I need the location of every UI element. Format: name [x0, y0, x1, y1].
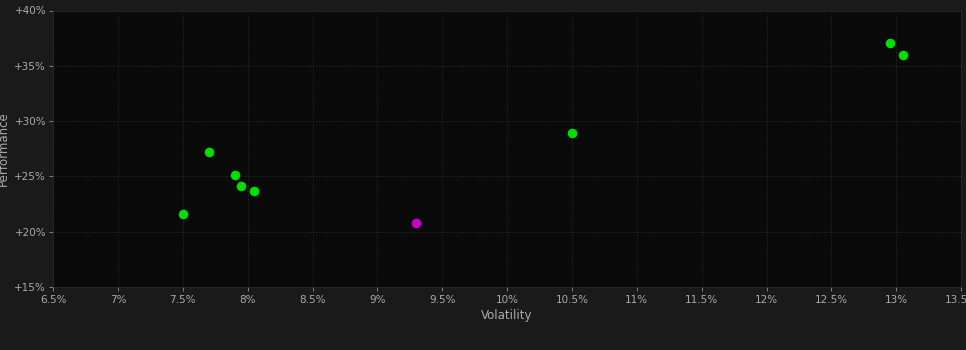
Point [227, 173, 242, 178]
Point [234, 183, 249, 189]
Y-axis label: Performance: Performance [0, 111, 11, 186]
Point [895, 52, 911, 57]
Point [201, 149, 216, 155]
Point [409, 220, 424, 226]
X-axis label: Volatility: Volatility [481, 309, 533, 322]
Point [564, 131, 580, 136]
Point [882, 40, 897, 46]
Point [175, 211, 190, 217]
Point [246, 188, 262, 194]
